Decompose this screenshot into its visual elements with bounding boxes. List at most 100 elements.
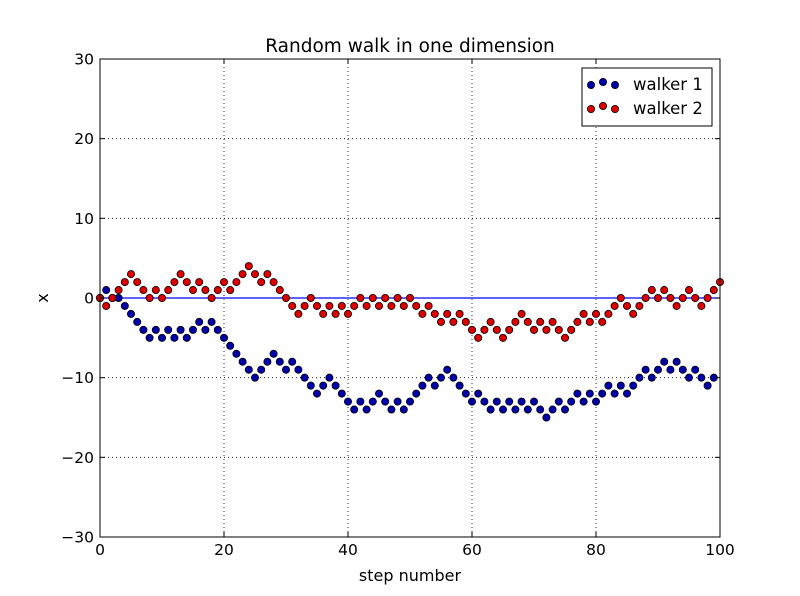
- data-point: [226, 341, 235, 350]
- data-point: [592, 397, 601, 406]
- data-point: [145, 293, 154, 302]
- data-point: [374, 301, 383, 310]
- data-point: [635, 301, 644, 310]
- data-point: [430, 381, 439, 390]
- legend-marker: [599, 78, 608, 87]
- data-point: [672, 357, 681, 366]
- data-point: [629, 381, 638, 390]
- data-point: [356, 293, 365, 302]
- data-point: [498, 405, 507, 414]
- data-point: [474, 333, 483, 342]
- data-point: [703, 381, 712, 390]
- data-point: [405, 397, 414, 406]
- data-point: [691, 293, 700, 302]
- data-point: [182, 278, 191, 287]
- data-point: [164, 286, 173, 295]
- data-point: [666, 293, 675, 302]
- data-point: [337, 301, 346, 310]
- y-tick-labels: −30 −20 −10 0 10 20 30: [61, 51, 94, 547]
- data-point: [399, 301, 408, 310]
- data-point: [281, 293, 290, 302]
- data-point: [436, 317, 445, 326]
- data-point: [195, 317, 204, 326]
- data-point: [567, 325, 576, 334]
- data-point: [381, 397, 390, 406]
- data-point: [362, 405, 371, 414]
- data-point: [530, 397, 539, 406]
- x-tick-label: 0: [95, 541, 105, 559]
- data-point: [238, 357, 247, 366]
- data-point: [275, 286, 284, 295]
- data-point: [455, 309, 464, 318]
- data-point: [666, 365, 675, 374]
- data-point: [337, 389, 346, 398]
- data-point: [387, 301, 396, 310]
- data-point: [436, 373, 445, 382]
- data-point: [133, 317, 142, 326]
- data-point: [604, 309, 613, 318]
- data-point: [176, 270, 185, 279]
- data-point: [157, 333, 166, 342]
- data-point: [523, 317, 532, 326]
- data-point: [232, 278, 241, 287]
- data-point: [368, 397, 377, 406]
- data-point: [530, 325, 539, 334]
- y-tick-label: 0: [84, 290, 94, 308]
- data-point: [127, 309, 136, 318]
- data-point: [517, 397, 526, 406]
- data-point: [449, 373, 458, 382]
- data-point: [542, 325, 551, 334]
- data-point: [145, 333, 154, 342]
- data-point: [170, 278, 179, 287]
- data-point: [182, 333, 191, 342]
- data-point: [201, 325, 210, 334]
- data-point: [325, 301, 334, 310]
- data-point: [207, 293, 216, 302]
- data-point: [647, 286, 656, 295]
- data-point: [387, 405, 396, 414]
- data-point: [474, 389, 483, 398]
- data-point: [424, 373, 433, 382]
- data-point: [486, 317, 495, 326]
- y-tick-label: −30: [61, 529, 94, 547]
- data-point: [610, 389, 619, 398]
- data-point: [585, 317, 594, 326]
- x-tick-label: 100: [705, 541, 735, 559]
- data-point: [120, 301, 129, 310]
- data-point: [505, 397, 514, 406]
- x-tick-label: 20: [214, 541, 234, 559]
- data-point: [660, 286, 669, 295]
- data-point: [219, 333, 228, 342]
- data-point: [536, 317, 545, 326]
- y-tick-label: 10: [74, 210, 94, 228]
- data-point: [393, 397, 402, 406]
- data-point: [561, 405, 570, 414]
- data-point: [288, 301, 297, 310]
- data-point: [505, 325, 514, 334]
- data-point: [114, 286, 123, 295]
- series-2: [96, 262, 725, 342]
- data-point: [573, 389, 582, 398]
- x-tick-label: 60: [462, 541, 482, 559]
- data-point: [685, 286, 694, 295]
- data-point: [449, 317, 458, 326]
- data-point: [139, 286, 148, 295]
- data-point: [641, 293, 650, 302]
- data-point: [201, 286, 210, 295]
- data-point: [362, 301, 371, 310]
- y-tick-label: −10: [61, 369, 94, 387]
- legend-item-2: walker 2: [587, 99, 703, 118]
- data-point: [573, 317, 582, 326]
- data-point: [554, 397, 563, 406]
- data-point: [102, 286, 111, 295]
- data-point: [486, 405, 495, 414]
- data-point: [697, 373, 706, 382]
- data-point: [294, 309, 303, 318]
- data-point: [350, 405, 359, 414]
- data-point: [412, 389, 421, 398]
- data-point: [480, 397, 489, 406]
- data-point: [257, 365, 266, 374]
- legend-label: walker 1: [633, 75, 703, 94]
- data-point: [554, 325, 563, 334]
- data-point: [660, 357, 669, 366]
